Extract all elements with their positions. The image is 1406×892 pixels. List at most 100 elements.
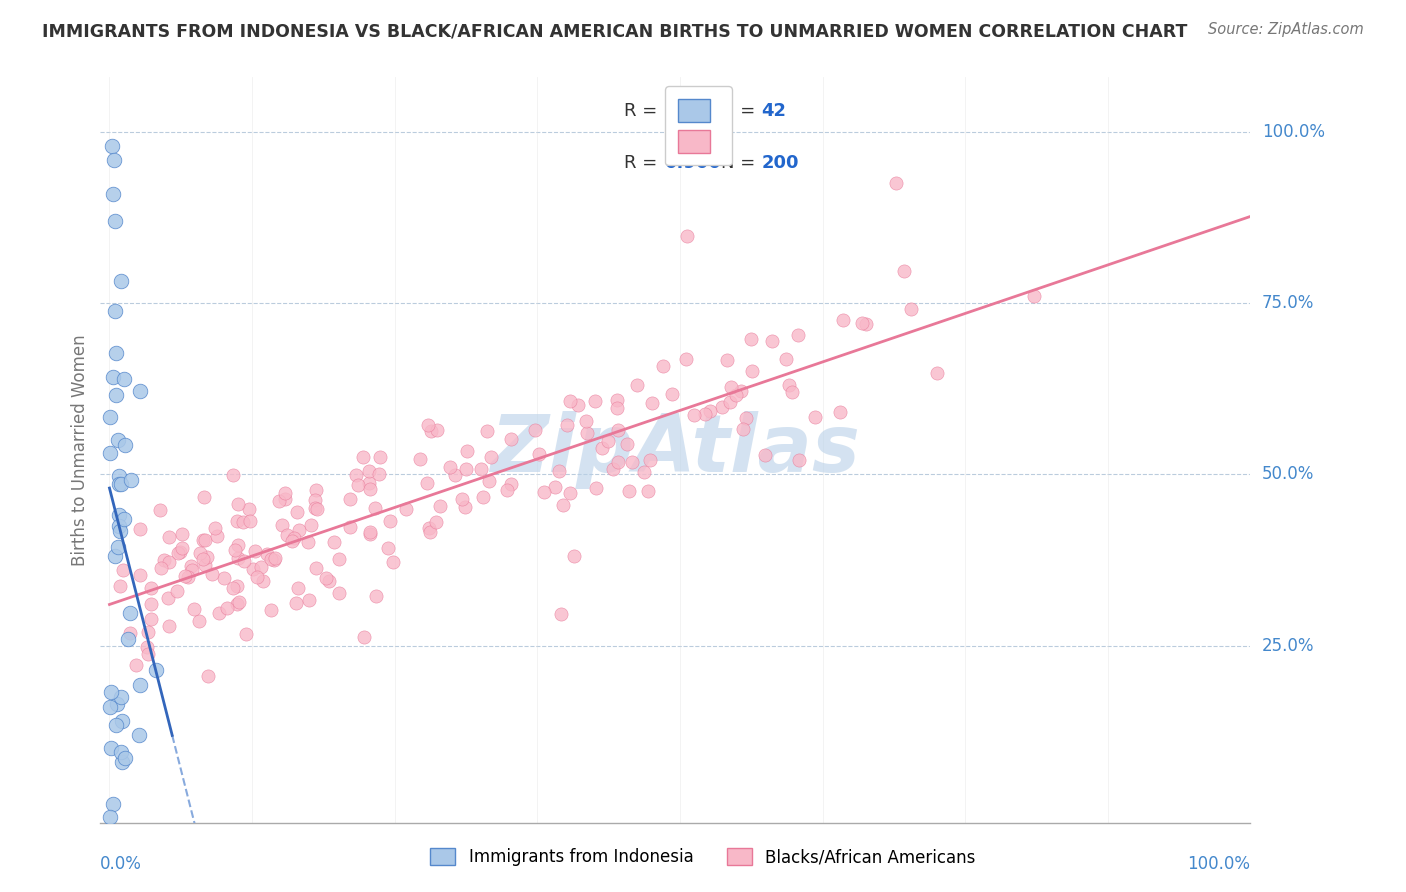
Point [114,438,136,452]
Point [439,460,461,475]
Point [382,555,405,569]
Point [263,553,285,567]
Point [264,551,287,566]
Point [775,352,797,367]
Point [339,491,361,506]
Point [114,751,136,765]
Point [456,444,478,458]
Point [499,477,522,491]
Point [555,417,578,432]
Point [575,425,598,440]
Point [475,424,498,438]
Point [323,535,346,549]
Point [226,597,249,611]
Point [699,404,721,418]
Point [754,449,776,463]
Point [626,377,648,392]
Point [226,497,249,511]
Point [260,603,283,617]
Point [733,422,755,436]
Text: 25.0%: 25.0% [1261,637,1315,655]
Point [157,619,180,633]
Point [716,352,738,367]
Legend: , : , [665,87,731,165]
Point [214,571,236,585]
Point [157,591,180,606]
Point [149,502,172,516]
Point [110,579,132,593]
Point [222,468,245,483]
Point [120,626,142,640]
Point [418,521,440,535]
Point [188,614,211,628]
Point [98,446,121,460]
Point [377,541,399,555]
Point [288,523,311,537]
Point [112,372,135,386]
Point [418,417,440,432]
Point [496,483,519,497]
Point [585,481,607,495]
Point [101,186,124,201]
Point [201,567,224,582]
Point [305,561,328,575]
Point [359,525,381,540]
Point [328,586,350,600]
Point [100,741,122,756]
Point [676,228,699,243]
Point [246,570,269,584]
Point [353,630,375,644]
Point [299,518,322,533]
Point [451,491,474,506]
Point [108,469,131,483]
Point [778,377,800,392]
Point [252,574,274,589]
Point [562,549,585,563]
Point [720,380,742,394]
Legend: Immigrants from Indonesia, Blacks/African Americans: Immigrants from Indonesia, Blacks/Africa… [422,840,984,875]
Point [368,467,391,482]
Point [550,607,572,622]
Point [607,423,630,437]
Point [472,490,495,504]
Point [444,468,467,483]
Point [197,669,219,683]
Point [661,387,683,401]
Point [640,453,662,467]
Point [270,518,292,533]
Point [100,684,122,698]
Point [304,492,326,507]
Point [120,606,142,620]
Point [191,552,214,566]
Point [139,612,162,626]
Point [104,346,127,360]
Point [346,477,368,491]
Point [107,541,129,555]
Text: 42: 42 [762,102,786,120]
Point [228,594,250,608]
Point [273,491,295,506]
Point [285,505,308,519]
Text: IMMIGRANTS FROM INDONESIA VS BLACK/AFRICAN AMERICAN BIRTHS TO UNMARRIED WOMEN CO: IMMIGRANTS FROM INDONESIA VS BLACK/AFRIC… [42,22,1188,40]
Point [173,569,195,583]
Text: Source: ZipAtlas.com: Source: ZipAtlas.com [1208,22,1364,37]
Point [591,441,613,455]
Point [104,214,127,228]
Point [125,658,148,673]
Point [167,546,190,560]
Text: 200: 200 [762,154,799,172]
Point [368,450,391,464]
Point [243,544,266,558]
Point [111,714,134,728]
Point [103,153,125,167]
Point [567,398,589,412]
Point [606,455,628,469]
Text: 0.0%: 0.0% [100,855,142,872]
Point [217,601,239,615]
Point [364,590,387,604]
Point [276,528,298,542]
Point [128,522,150,536]
Point [226,538,249,552]
Point [172,526,194,541]
Point [194,533,217,547]
